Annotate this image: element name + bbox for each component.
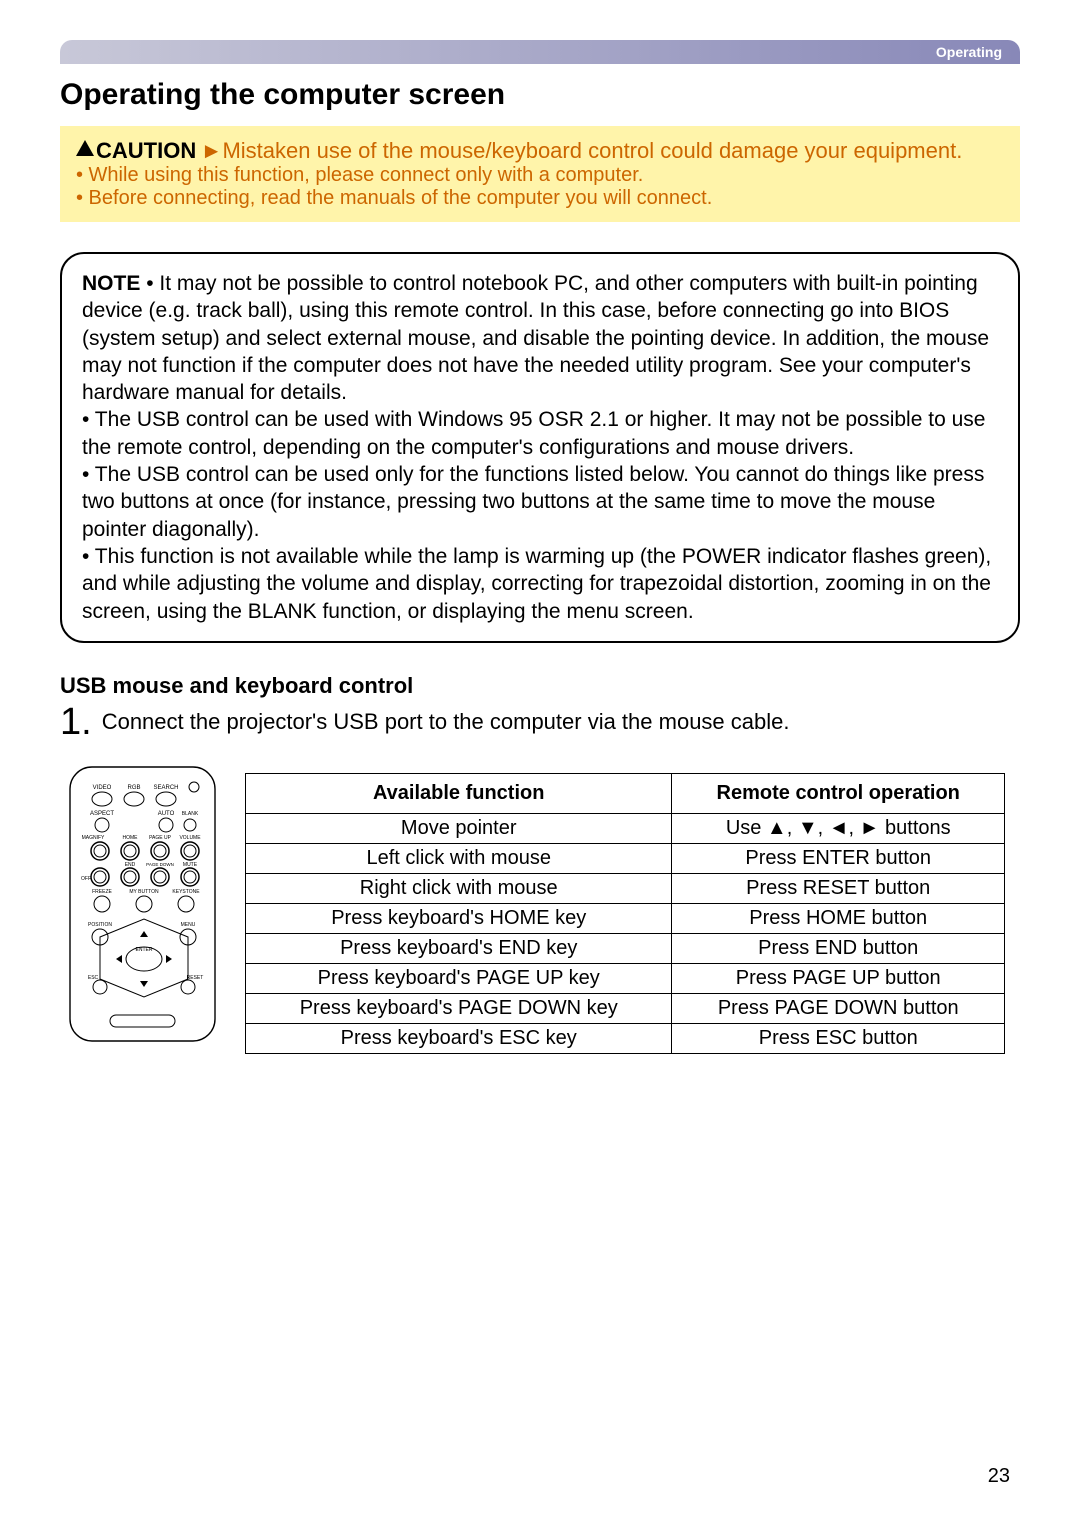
label-enter: ENTER — [136, 947, 153, 953]
table-row: Press keyboard's HOME keyPress HOME butt… — [246, 904, 1005, 934]
label-menu: MENU — [181, 922, 196, 928]
label-mybutton: MY BUTTON — [129, 889, 159, 895]
table-row: Right click with mousePress RESET button — [246, 874, 1005, 904]
label-search: SEARCH — [153, 785, 178, 791]
function-table: Available function Remote control operat… — [245, 773, 1005, 1054]
label-position: POSITION — [88, 922, 112, 928]
note-box: NOTE • It may not be possible to control… — [60, 252, 1020, 643]
label-video: VIDEO — [93, 785, 112, 791]
caution-main-line: CAUTION ►Mistaken use of the mouse/keybo… — [76, 138, 1004, 164]
note-label: NOTE — [82, 272, 140, 295]
note-para-3: • This function is not available while t… — [82, 543, 998, 625]
table-row: Move pointerUse ▲, ▼, ◄, ► buttons — [246, 814, 1005, 844]
warning-icon — [76, 140, 94, 156]
label-mute: MUTE — [183, 862, 198, 868]
page-number: 23 — [988, 1465, 1010, 1488]
label-freeze: FREEZE — [92, 889, 112, 895]
usb-heading: USB mouse and keyboard control — [60, 673, 1020, 699]
table-row: Press keyboard's PAGE UP keyPress PAGE U… — [246, 964, 1005, 994]
label-end: END — [125, 862, 136, 868]
label-off: OFF — [81, 876, 91, 882]
step-1: 1. Connect the projector's USB port to t… — [60, 705, 1020, 739]
caution-bullet-1: • Before connecting, read the manuals of… — [76, 187, 1004, 210]
caution-main-text: Mistaken use of the mouse/keyboard contr… — [222, 138, 962, 163]
label-blank: BLANK — [182, 811, 199, 817]
table-header-row: Available function Remote control operat… — [246, 774, 1005, 814]
remote-control-diagram: VIDEO RGB SEARCH ASPECT AUTO BLANK MAGNI… — [60, 759, 225, 1049]
lower-row: VIDEO RGB SEARCH ASPECT AUTO BLANK MAGNI… — [60, 759, 1020, 1054]
label-rgb: RGB — [127, 785, 140, 791]
table-row: Press keyboard's PAGE DOWN keyPress PAGE… — [246, 994, 1005, 1024]
table-row: Left click with mousePress ENTER button — [246, 844, 1005, 874]
label-keystone: KEYSTONE — [172, 889, 200, 895]
step-text: Connect the projector's USB port to the … — [102, 705, 790, 735]
label-reset: RESET — [187, 975, 204, 981]
table-row: Press keyboard's ESC keyPress ESC button — [246, 1024, 1005, 1054]
label-esc: ESC — [88, 975, 99, 981]
caution-bullet-0: • While using this function, please conn… — [76, 164, 1004, 187]
header-label: Operating — [936, 44, 1002, 60]
label-auto: AUTO — [158, 811, 175, 817]
table-header-0: Available function — [246, 774, 672, 814]
label-volume: VOLUME — [179, 835, 201, 841]
caution-arrow: ► — [201, 138, 223, 163]
note-para-1: • The USB control can be used with Windo… — [82, 406, 998, 461]
table-header-1: Remote control operation — [672, 774, 1005, 814]
header-bar: Operating — [60, 40, 1020, 64]
label-aspect: ASPECT — [90, 811, 114, 817]
note-para-0: • It may not be possible to control note… — [82, 272, 989, 404]
table-row: Press keyboard's END keyPress END button — [246, 934, 1005, 964]
label-pagedown: PAGE DOWN — [146, 862, 174, 867]
caution-label: CAUTION — [96, 138, 196, 163]
caution-box: CAUTION ►Mistaken use of the mouse/keybo… — [60, 126, 1020, 222]
section-title: Operating the computer screen — [60, 78, 1020, 112]
step-number: 1. — [60, 705, 92, 739]
label-pageup: PAGE UP — [149, 835, 172, 841]
label-home: HOME — [123, 835, 139, 841]
note-para-2: • The USB control can be used only for t… — [82, 461, 998, 543]
label-magnify: MAGNIFY — [82, 835, 105, 841]
